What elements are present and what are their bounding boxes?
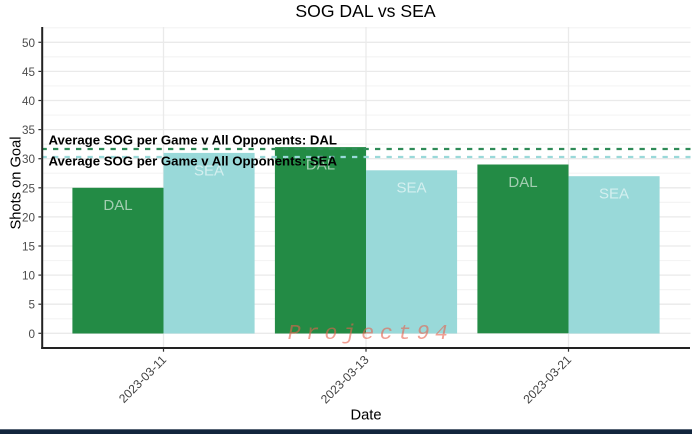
svg-text:DAL: DAL xyxy=(508,174,537,191)
svg-text:45: 45 xyxy=(22,66,36,79)
svg-text:Date: Date xyxy=(350,408,381,424)
svg-text:10: 10 xyxy=(22,270,36,283)
svg-text:15: 15 xyxy=(22,241,36,254)
svg-text:DAL: DAL xyxy=(306,157,335,174)
svg-text:Shots on Goal: Shots on Goal xyxy=(9,136,25,229)
svg-text:DAL: DAL xyxy=(103,197,132,214)
svg-text:5: 5 xyxy=(28,299,35,312)
svg-text:0: 0 xyxy=(28,328,35,341)
svg-text:35: 35 xyxy=(22,124,36,137)
svg-text:SEA: SEA xyxy=(599,186,629,203)
svg-text:SEA: SEA xyxy=(194,162,224,179)
svg-text:Average SOG per Game v All Opp: Average SOG per Game v All Opponents: SE… xyxy=(49,154,338,169)
svg-text:SOG DAL vs SEA: SOG DAL vs SEA xyxy=(295,1,435,21)
svg-text:Project94: Project94 xyxy=(288,322,454,346)
svg-text:20: 20 xyxy=(22,211,36,224)
svg-text:25: 25 xyxy=(22,182,36,195)
svg-text:50: 50 xyxy=(22,37,36,50)
svg-text:SEA: SEA xyxy=(396,180,426,197)
svg-text:Average SOG per Game v All Opp: Average SOG per Game v All Opponents: DA… xyxy=(49,133,337,148)
svg-text:30: 30 xyxy=(22,153,36,166)
svg-text:40: 40 xyxy=(22,95,36,108)
